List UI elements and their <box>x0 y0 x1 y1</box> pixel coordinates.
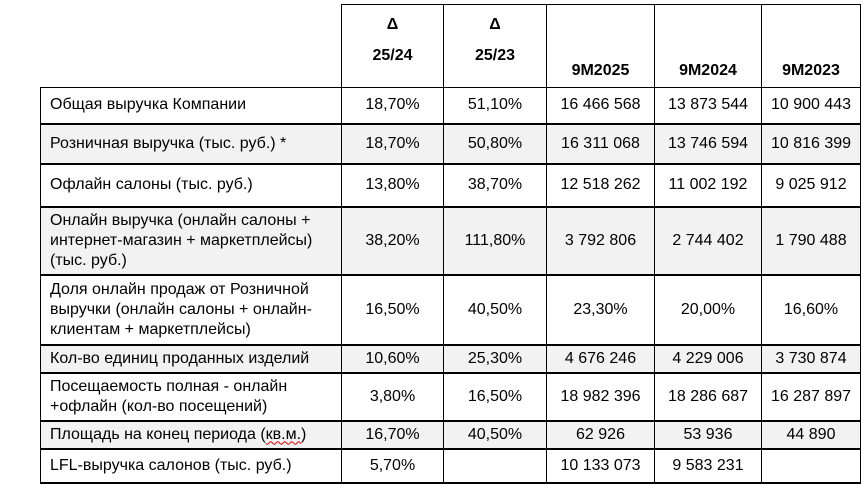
row-label-cell: Офлайн салоны (тыс. руб.) <box>40 162 342 208</box>
row-value-cell: 2 744 402 <box>654 205 762 276</box>
row-value-cell: 16 287 897 <box>761 371 861 422</box>
row-value-cell: 13 873 544 <box>654 87 762 125</box>
row-label-cell: Общая выручка Компании <box>40 87 342 125</box>
table-row: Кол-во единиц проданных изделий 10,60% 25,… <box>40 343 861 374</box>
row-label-cell: Розничная выручка (тыс. руб.) * <box>40 122 342 165</box>
spellcheck-underlined-text: кв.м. <box>265 425 302 443</box>
delta-symbol: Δ <box>489 16 501 33</box>
row-value-cell: 18 982 396 <box>546 371 655 422</box>
row-value-cell: 3,80% <box>341 371 444 422</box>
row-value-cell: 10 133 073 <box>546 447 655 484</box>
row-value-cell: 23,30% <box>546 273 655 346</box>
table-row: Доля онлайн продаж от Розничной выручки … <box>40 273 861 346</box>
row-value-cell: 16 466 568 <box>546 87 655 125</box>
row-value-cell: 1 790 488 <box>761 205 861 276</box>
row-value-cell: 10,60% <box>341 343 444 374</box>
column-header-9m2023: 9M2023 <box>761 4 861 88</box>
row-value-cell: 3 792 806 <box>546 205 655 276</box>
row-value-cell: 18 286 687 <box>654 371 762 422</box>
financial-table: Δ 25/24 Δ 25/23 9M2025 9M2024 9M2023 Общ… <box>40 4 861 484</box>
table-row: Розничная выручка (тыс. руб.) * 18,70% 50,… <box>40 122 861 165</box>
table-row: Общая выручка Компании 18,70% 51,10% 16 466… <box>40 87 861 125</box>
table-sheet: Δ 25/24 Δ 25/23 9M2025 9M2024 9M2023 Общ… <box>40 4 861 484</box>
row-value-cell: 13 746 594 <box>654 122 762 165</box>
row-value-cell <box>443 447 547 484</box>
header-row: Δ 25/24 Δ 25/23 9M2025 9M2024 9M2023 <box>40 4 861 88</box>
row-value-cell: 16,50% <box>443 371 547 422</box>
corner-header-cell <box>40 4 342 88</box>
row-value-cell: 10 816 399 <box>761 122 861 165</box>
row-value-cell: 18,70% <box>341 87 444 125</box>
row-value-cell: 3 730 874 <box>761 343 861 374</box>
column-header-delta-25-24: Δ 25/24 <box>341 4 444 88</box>
column-header-9m2025: 9M2025 <box>546 4 655 88</box>
row-value-cell: 44 890 <box>761 419 861 450</box>
row-value-cell: 25,30% <box>443 343 547 374</box>
row-value-cell: 38,20% <box>341 205 444 276</box>
row-value-cell: 10 900 443 <box>761 87 861 125</box>
row-value-cell: 4 229 006 <box>654 343 762 374</box>
row-value-cell: 11 002 192 <box>654 162 762 208</box>
row-value-cell: 111,80% <box>443 205 547 276</box>
row-value-cell: 9 025 912 <box>761 162 861 208</box>
table-row: Посещаемость полная - онлайн +офлайн (ко… <box>40 371 861 422</box>
delta-symbol: Δ <box>386 16 399 33</box>
row-value-cell: 9 583 231 <box>654 447 762 484</box>
row-value-cell: 12 518 262 <box>546 162 655 208</box>
column-header-delta-25-23: Δ 25/23 <box>443 4 547 88</box>
row-value-cell: 20,00% <box>654 273 762 346</box>
table-row: Площадь на конец периода (кв.м.) 16,70% 40… <box>40 419 861 450</box>
table-body: Общая выручка Компании 18,70% 51,10% 16 466… <box>40 87 861 484</box>
row-value-cell: 18,70% <box>341 122 444 165</box>
row-label-cell: Доля онлайн продаж от Розничной выручки … <box>40 273 342 346</box>
table-row: Офлайн салоны (тыс. руб.) 13,80% 38,70% 12 … <box>40 162 861 208</box>
row-value-cell: 51,10% <box>443 87 547 125</box>
row-value-cell: 38,70% <box>443 162 547 208</box>
row-label-cell: LFL-выручка салонов (тыс. руб.) <box>40 447 342 484</box>
table-row: LFL-выручка салонов (тыс. руб.) 5,70% 10 1… <box>40 447 861 484</box>
table-row: Онлайн выручка (онлайн салоны + интернет… <box>40 205 861 276</box>
row-label-cell: Кол-во единиц проданных изделий <box>40 343 342 374</box>
delta-period-label: 25/24 <box>372 47 413 64</box>
delta-period-label: 25/23 <box>474 47 516 64</box>
row-label-cell: Посещаемость полная - онлайн +офлайн (ко… <box>40 371 342 422</box>
row-value-cell: 13,80% <box>341 162 444 208</box>
row-label-cell: Площадь на конец периода (кв.м.) <box>40 419 342 450</box>
row-value-cell: 16,50% <box>341 273 444 346</box>
row-value-cell: 40,50% <box>443 273 547 346</box>
column-header-9m2024: 9M2024 <box>654 4 762 88</box>
row-value-cell: 53 936 <box>654 419 762 450</box>
row-label-cell: Онлайн выручка (онлайн салоны + интернет… <box>40 205 342 276</box>
row-value-cell: 62 926 <box>546 419 655 450</box>
row-value-cell: 16,60% <box>761 273 861 346</box>
row-value-cell: 16,70% <box>341 419 444 450</box>
row-value-cell: 5,70% <box>341 447 444 484</box>
row-value-cell: 4 676 246 <box>546 343 655 374</box>
row-value-cell: 16 311 068 <box>546 122 655 165</box>
row-value-cell: 50,80% <box>443 122 547 165</box>
row-value-cell: 40,50% <box>443 419 547 450</box>
row-value-cell <box>761 447 861 484</box>
